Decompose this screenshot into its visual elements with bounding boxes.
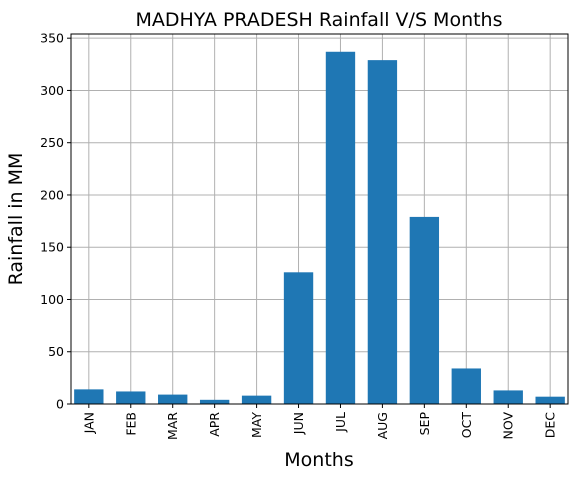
chart-title: MADHYA PRADESH Rainfall V/S Months — [135, 9, 502, 31]
bar-may — [241, 395, 272, 404]
y-tick-label: 250 — [40, 135, 64, 150]
y-tick-label: 100 — [40, 292, 64, 307]
y-tick-label: 150 — [40, 240, 64, 255]
bar-jan — [74, 389, 104, 404]
y-tick-label: 0 — [56, 397, 64, 412]
x-tick-label: JUL — [333, 412, 348, 433]
x-tick-label: MAY — [249, 412, 264, 438]
bar-jun — [283, 272, 314, 404]
bar-sep — [409, 216, 440, 404]
y-tick-label: 50 — [48, 344, 64, 359]
x-tick-label: MAR — [165, 412, 180, 440]
bar-feb — [116, 391, 146, 404]
bar-apr — [199, 399, 230, 404]
plot-frame — [70, 33, 569, 405]
bar-nov — [493, 390, 523, 404]
bar-jul — [325, 51, 356, 404]
x-tick-label: JUN — [291, 412, 306, 435]
grid-lines — [71, 34, 568, 405]
x-tick-label: JAN — [81, 412, 96, 434]
x-tick-label: OCT — [459, 412, 474, 439]
x-tick-label: DEC — [543, 412, 558, 439]
y-tick-label: 300 — [40, 83, 64, 98]
y-tick-label: 200 — [40, 187, 64, 202]
x-axis-ticks: JAN FEB MAR APR MAY JUN JUL AUG SEP OCT NOV DEC — [81, 404, 558, 440]
bar-dec — [535, 396, 565, 404]
x-tick-label: SEP — [417, 412, 432, 436]
x-tick-label: NOV — [501, 412, 516, 440]
x-axis-label: Months — [284, 449, 353, 471]
bar-mar — [158, 394, 188, 404]
bar-oct — [451, 368, 481, 404]
x-tick-label: FEB — [123, 412, 138, 436]
y-axis-ticks: 0 50 100 150 200 250 300 350 — [40, 31, 71, 412]
y-axis-label: Rainfall in MM — [5, 153, 27, 286]
x-tick-label: APR — [207, 412, 222, 437]
x-tick-label: AUG — [375, 412, 390, 439]
bars — [74, 51, 565, 404]
y-tick-label: 350 — [40, 31, 64, 46]
bar-aug — [367, 60, 398, 404]
